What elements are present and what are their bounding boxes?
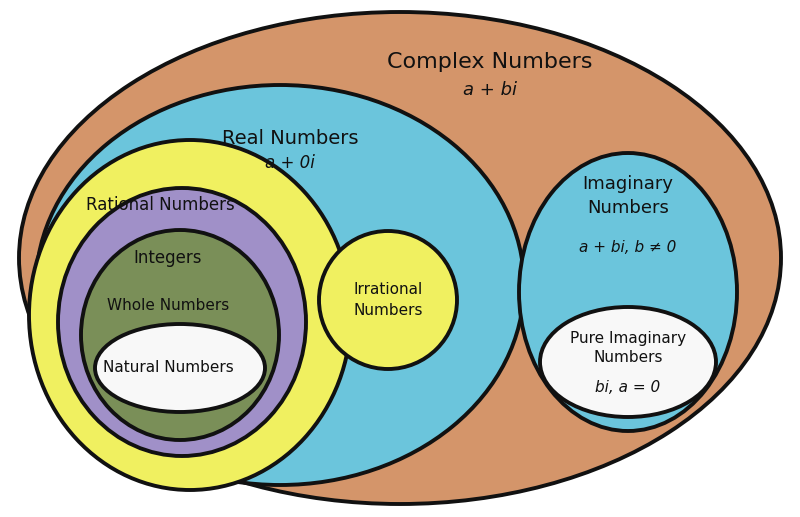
Text: Pure Imaginary
Numbers: Pure Imaginary Numbers (570, 330, 686, 366)
Ellipse shape (540, 307, 716, 417)
Ellipse shape (58, 188, 306, 456)
Text: a + bi, b ≠ 0: a + bi, b ≠ 0 (579, 240, 677, 255)
Ellipse shape (19, 12, 781, 504)
Ellipse shape (29, 140, 351, 490)
Text: Irrational
Numbers: Irrational Numbers (354, 282, 422, 318)
Text: Natural Numbers: Natural Numbers (102, 360, 234, 375)
Text: a + bi: a + bi (463, 81, 517, 99)
Text: bi, a = 0: bi, a = 0 (595, 381, 661, 396)
Text: Complex Numbers: Complex Numbers (387, 52, 593, 72)
Text: Whole Numbers: Whole Numbers (107, 297, 229, 312)
Ellipse shape (95, 324, 265, 412)
Ellipse shape (81, 230, 279, 440)
Text: Rational Numbers: Rational Numbers (86, 196, 234, 214)
Text: Integers: Integers (134, 249, 202, 267)
Text: Imaginary
Numbers: Imaginary Numbers (582, 175, 674, 217)
Ellipse shape (519, 153, 737, 431)
Ellipse shape (36, 85, 524, 485)
Ellipse shape (319, 231, 457, 369)
Text: a + 0i: a + 0i (265, 154, 315, 172)
Text: Real Numbers: Real Numbers (222, 129, 358, 147)
